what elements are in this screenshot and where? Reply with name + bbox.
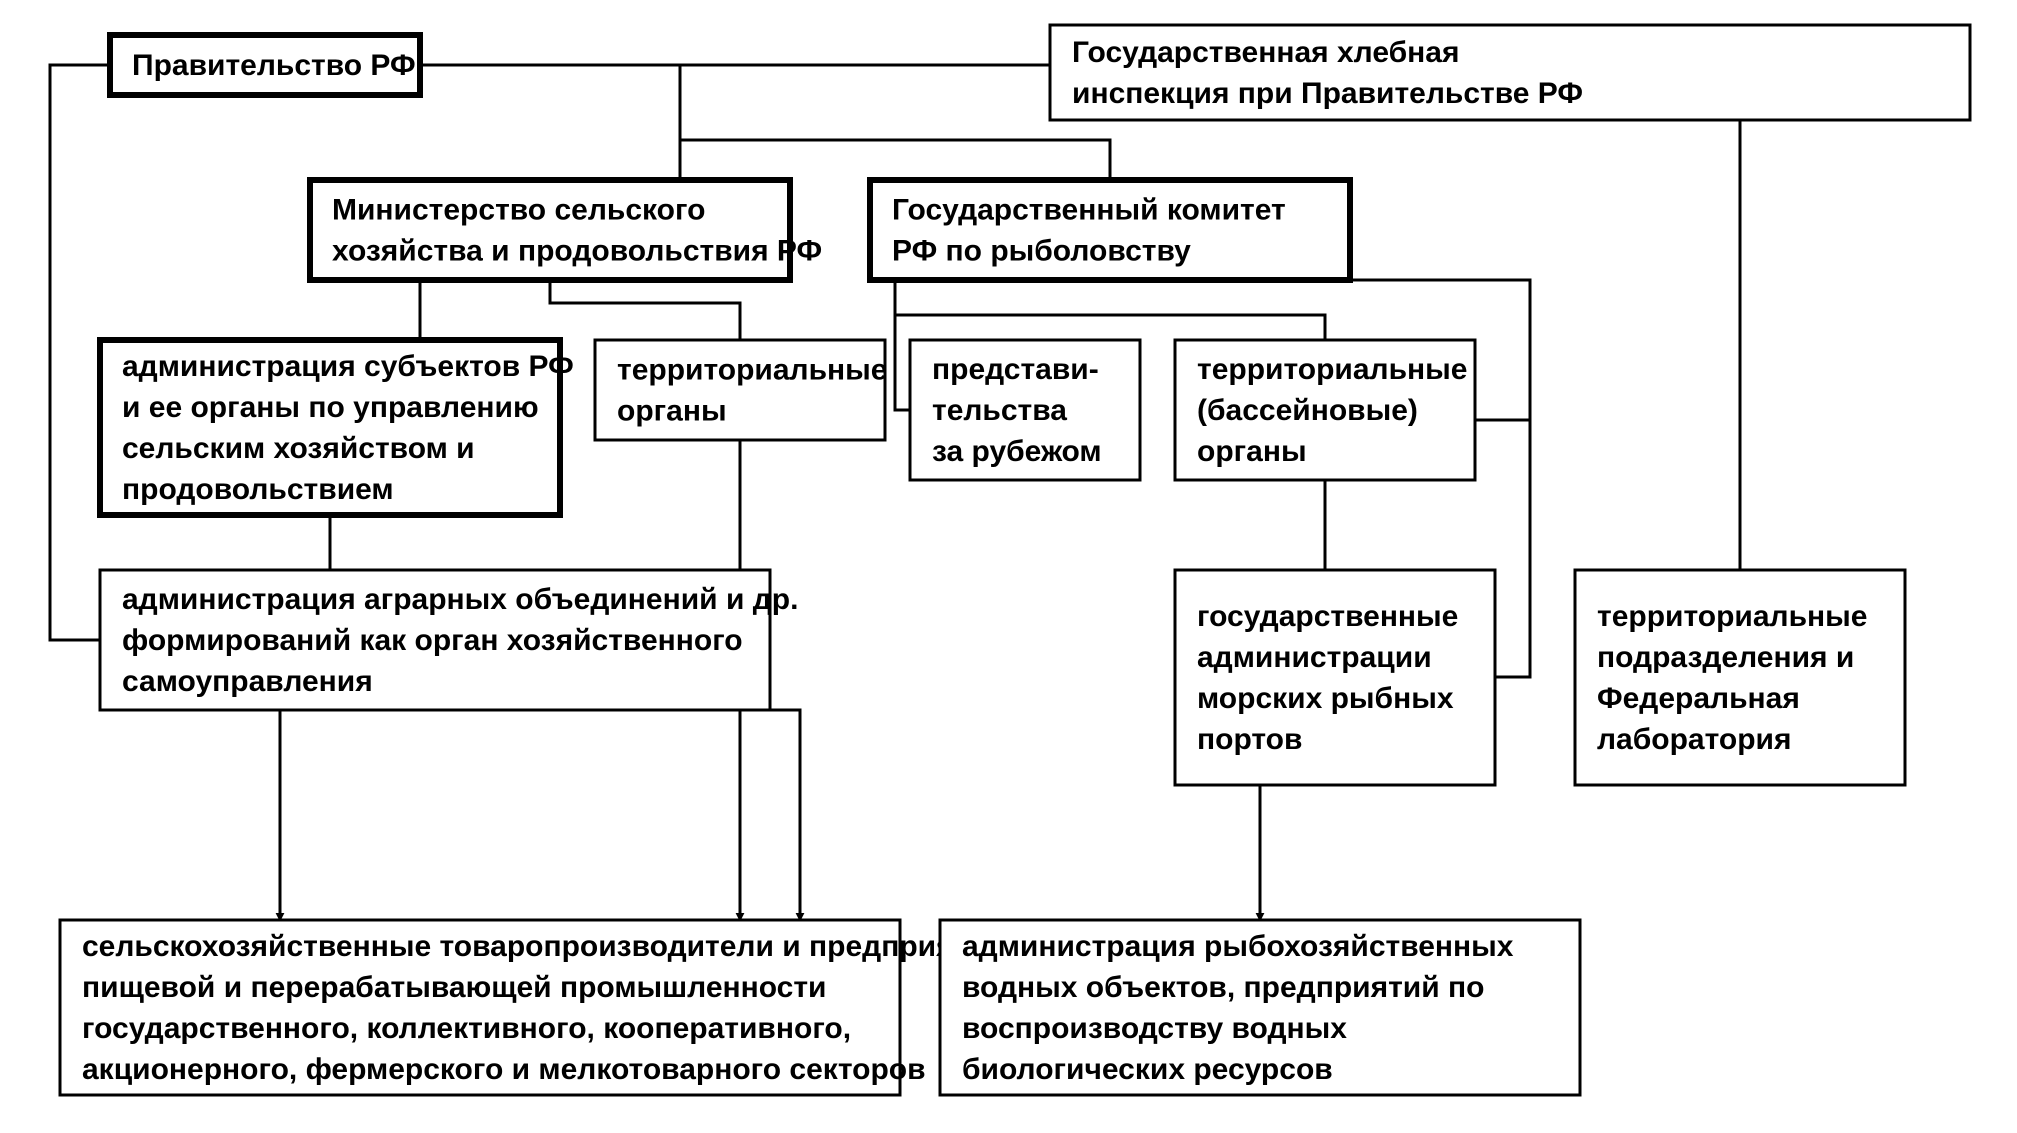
edge-11 [1495, 420, 1530, 677]
node-gov-line-0: Правительство РФ [132, 49, 416, 82]
node-terrfedlab-line-2: Федеральная [1597, 682, 1800, 715]
node-seaports-line-3: портов [1197, 723, 1302, 756]
node-fishenter-line-2: воспроизводству водных [962, 1012, 1347, 1045]
node-minagri-line-0: Министерство сельского [332, 193, 705, 226]
node-fishcom: Государственный комитет РФ по рыболовству [870, 180, 1350, 280]
node-terrbasin-line-0: территориальные [1197, 353, 1467, 386]
edge-7 [895, 280, 910, 410]
node-minagri: Министерство сельского хозяйства и продов… [310, 180, 822, 280]
node-seaports-line-0: государственные [1197, 600, 1458, 633]
node-adminsubj-line-2: сельским хозяйством и [122, 432, 475, 465]
edge-5 [550, 280, 740, 340]
node-terrfedlab-line-1: подразделения и [1597, 641, 1854, 674]
node-producers-line-0: сельскохозяйственные товаропроизводители… [82, 930, 1004, 963]
node-adminsubj-line-1: и ее органы по управлению [122, 391, 539, 424]
node-seaports-line-2: морских рыбных [1197, 682, 1454, 715]
node-seaports-line-1: администрации [1197, 641, 1432, 674]
node-minagri-line-1: хозяйства и продовольствия РФ [332, 234, 822, 267]
node-agrarunion-line-0: администрация аграрных объединений и др. [122, 583, 798, 616]
node-terrfedlab-line-3: лаборатория [1597, 723, 1792, 756]
node-producers-line-1: пищевой и перерабатывающей промышленност… [82, 971, 827, 1004]
node-fishcom-line-0: Государственный комитет [892, 193, 1286, 226]
node-grain-line-0: Государственная хлебная [1072, 36, 1459, 69]
node-terrfedlab: территориальные подразделения и Федеральна… [1575, 570, 1905, 785]
node-terrbasin-line-1: (бассейновые) [1197, 394, 1418, 427]
node-repabroad: представи-тельства за рубежом [910, 340, 1140, 480]
node-producers-line-2: государственного, коллективного, коопера… [82, 1012, 851, 1045]
node-repabroad-line-1: тельства [932, 394, 1067, 427]
node-adminsubj-line-3: продовольствием [122, 473, 394, 506]
node-adminsubj-line-0: администрация субъектов РФ [122, 350, 574, 383]
node-agrarunion: администрация аграрных объединений и др.… [100, 570, 798, 710]
node-terrfedlab-line-0: территориальные [1597, 600, 1867, 633]
node-seaports: государственные администрации морских рыбн… [1175, 570, 1495, 785]
node-terrbasin: территориальные (бассейновые) органы [1175, 340, 1475, 480]
node-fishenter: администрация рыбохозяйственных водных об… [940, 920, 1580, 1095]
node-terr1-line-0: территориальные [617, 353, 887, 386]
node-grain-line-1: инспекция при Правительстве РФ [1072, 77, 1583, 110]
node-fishenter-line-0: администрация рыбохозяйственных [962, 930, 1514, 963]
node-fishcom-line-1: РФ по рыболовству [892, 234, 1191, 267]
node-fishenter-line-3: биологических ресурсов [962, 1053, 1333, 1086]
node-repabroad-line-2: за рубежом [932, 435, 1102, 468]
node-gov: Правительство РФ [110, 35, 420, 95]
node-grain: Государственная хлебная инспекция при Пра… [1050, 25, 1970, 120]
node-terrbasin-line-2: органы [1197, 435, 1307, 468]
edge-2 [680, 140, 1110, 180]
node-terr1: территориальные органы [595, 340, 887, 440]
node-agrarunion-line-2: самоуправления [122, 665, 373, 698]
node-repabroad-line-0: представи- [932, 353, 1099, 386]
node-agrarunion-line-1: формирований как орган хозяйственного [122, 624, 743, 657]
node-adminsubj: администрация субъектов РФ и ее органы по… [100, 340, 574, 515]
node-fishenter-line-1: водных объектов, предприятий по [962, 971, 1484, 1004]
node-terr1-line-1: органы [617, 394, 727, 427]
node-producers: сельскохозяйственные товаропроизводители… [60, 920, 1004, 1095]
edge-8 [895, 315, 1325, 340]
edge-15 [770, 710, 800, 920]
node-producers-line-3: акционерного, фермерского и мелкотоварно… [82, 1053, 926, 1086]
